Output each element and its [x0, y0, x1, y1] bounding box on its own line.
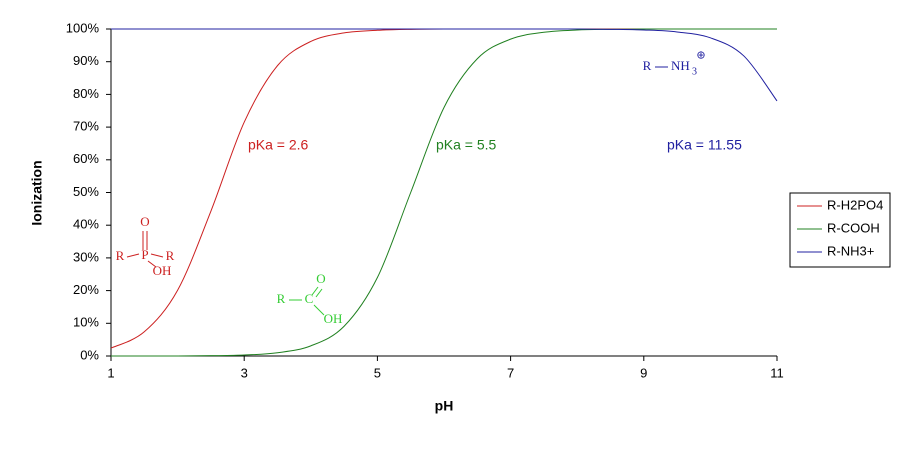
atom-label: C: [305, 291, 314, 306]
series-line: [110, 28, 777, 349]
y-tick-label: 50%: [73, 184, 99, 199]
y-tick-label: 100%: [66, 20, 100, 35]
y-tick-label: 20%: [73, 282, 99, 297]
atom-label: NH: [671, 58, 690, 73]
pka-annotation: pKa = 11.55: [667, 137, 742, 153]
atom-label: R: [643, 58, 652, 73]
y-tick-label: 40%: [73, 217, 99, 232]
legend-label: R-H2PO4: [827, 197, 883, 212]
pka-annotation: pKa = 5.5: [436, 137, 497, 153]
atom-label: OH: [324, 311, 343, 326]
atom-label: R: [277, 291, 286, 306]
charge-label: ⊕: [696, 50, 705, 62]
y-tick-label: 0%: [80, 347, 99, 362]
x-tick-label: 9: [640, 365, 647, 380]
phosphate-structure: [126, 231, 164, 268]
y-tick-label: 30%: [73, 249, 99, 264]
atom-label: O: [140, 214, 149, 229]
x-tick-label: 3: [241, 365, 248, 380]
atom-label: P: [141, 247, 148, 262]
y-axis-title: Ionization: [29, 160, 45, 225]
y-tick-label: 90%: [73, 53, 99, 68]
legend-label: R-NH3+: [827, 243, 874, 258]
legend-box: [789, 192, 891, 268]
x-tick-label: 11: [770, 365, 784, 380]
atom-label: R: [116, 248, 125, 263]
series-line: [110, 28, 778, 102]
x-axis-title: pH: [435, 398, 454, 414]
atom-label: O: [316, 271, 325, 286]
x-tick-label: 1: [107, 365, 114, 380]
y-tick-label: 10%: [73, 315, 99, 330]
atom-label: R: [166, 248, 175, 263]
x-tick-label: 7: [507, 365, 514, 380]
atom-label: OH: [153, 263, 172, 278]
y-tick-label: 80%: [73, 86, 99, 101]
legend-label: R-COOH: [827, 220, 880, 235]
pka-annotation: pKa = 2.6: [248, 137, 309, 153]
atom-label: 3: [692, 66, 697, 77]
x-tick-label: 5: [374, 365, 381, 380]
y-tick-label: 60%: [73, 151, 99, 166]
carboxyl-structure: [289, 286, 325, 316]
y-tick-label: 70%: [73, 119, 99, 134]
series-line: [111, 28, 777, 357]
